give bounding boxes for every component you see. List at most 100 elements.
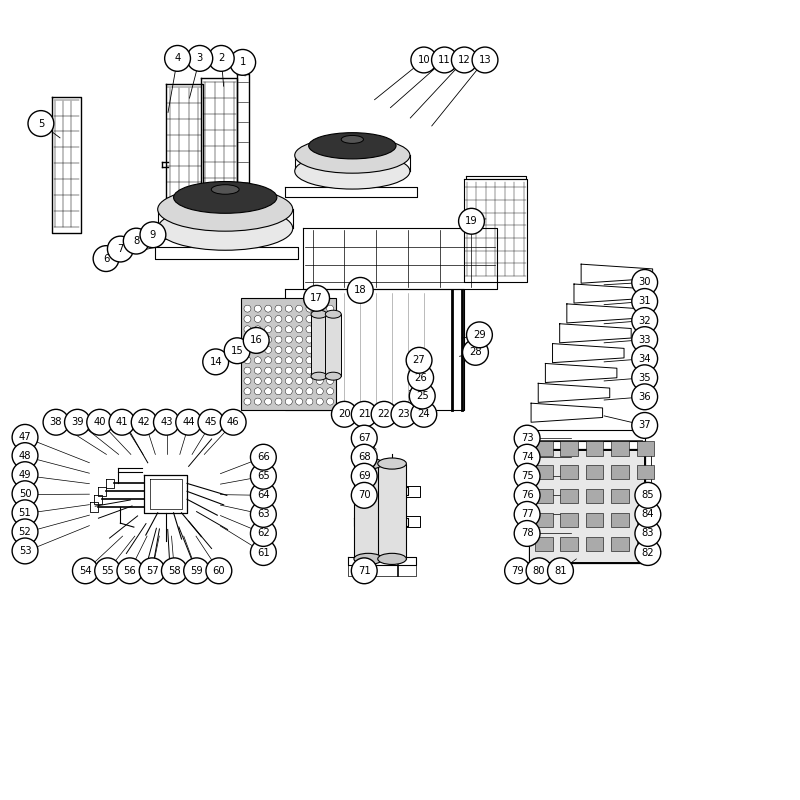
- Text: 45: 45: [205, 418, 218, 427]
- Circle shape: [296, 336, 302, 343]
- Text: 36: 36: [638, 392, 651, 402]
- Circle shape: [296, 378, 302, 385]
- Bar: [535, 513, 553, 527]
- Circle shape: [316, 346, 323, 354]
- Circle shape: [275, 326, 282, 333]
- Circle shape: [275, 336, 282, 343]
- Circle shape: [286, 378, 292, 385]
- Circle shape: [254, 367, 262, 374]
- Circle shape: [351, 482, 377, 508]
- Text: 78: 78: [521, 529, 534, 538]
- Circle shape: [275, 388, 282, 394]
- Ellipse shape: [326, 372, 342, 380]
- Circle shape: [286, 367, 292, 374]
- Bar: [561, 465, 578, 479]
- Bar: [561, 537, 578, 551]
- Circle shape: [296, 367, 302, 374]
- Circle shape: [408, 365, 434, 390]
- Text: 18: 18: [354, 286, 366, 295]
- Bar: [378, 463, 406, 559]
- Circle shape: [411, 47, 437, 73]
- Text: 61: 61: [257, 547, 270, 558]
- Text: 70: 70: [358, 490, 370, 500]
- Circle shape: [254, 305, 262, 312]
- Text: 13: 13: [478, 55, 491, 65]
- Text: 23: 23: [398, 410, 410, 419]
- Circle shape: [265, 346, 271, 354]
- Text: 68: 68: [358, 452, 370, 462]
- Circle shape: [347, 278, 373, 303]
- Circle shape: [265, 398, 271, 405]
- Bar: [535, 442, 553, 456]
- Text: 77: 77: [521, 510, 534, 519]
- Circle shape: [316, 367, 323, 374]
- Ellipse shape: [378, 554, 406, 565]
- Circle shape: [28, 110, 54, 137]
- Ellipse shape: [174, 182, 277, 214]
- Text: 75: 75: [521, 471, 534, 482]
- Circle shape: [117, 558, 142, 584]
- Text: 28: 28: [469, 347, 482, 358]
- Bar: [326, 314, 342, 376]
- Circle shape: [391, 402, 417, 427]
- Circle shape: [184, 558, 210, 584]
- Ellipse shape: [378, 458, 406, 469]
- Text: 39: 39: [71, 418, 84, 427]
- Circle shape: [73, 558, 98, 584]
- Circle shape: [224, 338, 250, 364]
- Circle shape: [109, 410, 135, 435]
- Bar: [241, 298, 337, 410]
- Circle shape: [514, 444, 540, 470]
- Circle shape: [635, 482, 661, 508]
- Circle shape: [244, 336, 251, 343]
- Circle shape: [326, 326, 334, 333]
- Ellipse shape: [311, 310, 327, 318]
- Circle shape: [351, 426, 377, 451]
- Circle shape: [316, 398, 323, 405]
- Circle shape: [107, 236, 134, 262]
- Circle shape: [306, 326, 313, 333]
- Text: 64: 64: [257, 490, 270, 500]
- Text: 26: 26: [414, 373, 427, 382]
- Text: 46: 46: [227, 418, 239, 427]
- Text: 59: 59: [190, 566, 203, 576]
- Circle shape: [254, 357, 262, 364]
- Circle shape: [244, 398, 251, 405]
- Circle shape: [265, 388, 271, 394]
- Circle shape: [286, 346, 292, 354]
- Text: 67: 67: [358, 433, 370, 443]
- Circle shape: [244, 315, 251, 322]
- Circle shape: [316, 378, 323, 385]
- Text: 81: 81: [554, 566, 566, 576]
- Circle shape: [93, 246, 119, 271]
- Circle shape: [286, 398, 292, 405]
- Ellipse shape: [211, 185, 239, 194]
- Circle shape: [635, 521, 661, 546]
- Text: 84: 84: [642, 510, 654, 519]
- Ellipse shape: [158, 187, 293, 231]
- Text: 10: 10: [418, 55, 430, 65]
- Circle shape: [514, 482, 540, 508]
- Circle shape: [316, 357, 323, 364]
- Circle shape: [265, 336, 271, 343]
- Ellipse shape: [326, 310, 342, 318]
- Circle shape: [316, 305, 323, 312]
- Bar: [530, 450, 644, 562]
- Ellipse shape: [354, 458, 382, 469]
- Bar: [354, 463, 382, 559]
- Text: 55: 55: [102, 566, 114, 576]
- Circle shape: [296, 357, 302, 364]
- Circle shape: [244, 357, 251, 364]
- Text: 20: 20: [338, 410, 350, 419]
- Text: 52: 52: [18, 527, 31, 537]
- Circle shape: [12, 425, 38, 450]
- Text: 41: 41: [116, 418, 128, 427]
- Circle shape: [306, 315, 313, 322]
- Circle shape: [43, 410, 69, 435]
- Text: 24: 24: [418, 410, 430, 419]
- Circle shape: [275, 367, 282, 374]
- Circle shape: [632, 384, 658, 410]
- Circle shape: [202, 349, 229, 374]
- Circle shape: [296, 388, 302, 394]
- Circle shape: [254, 398, 262, 405]
